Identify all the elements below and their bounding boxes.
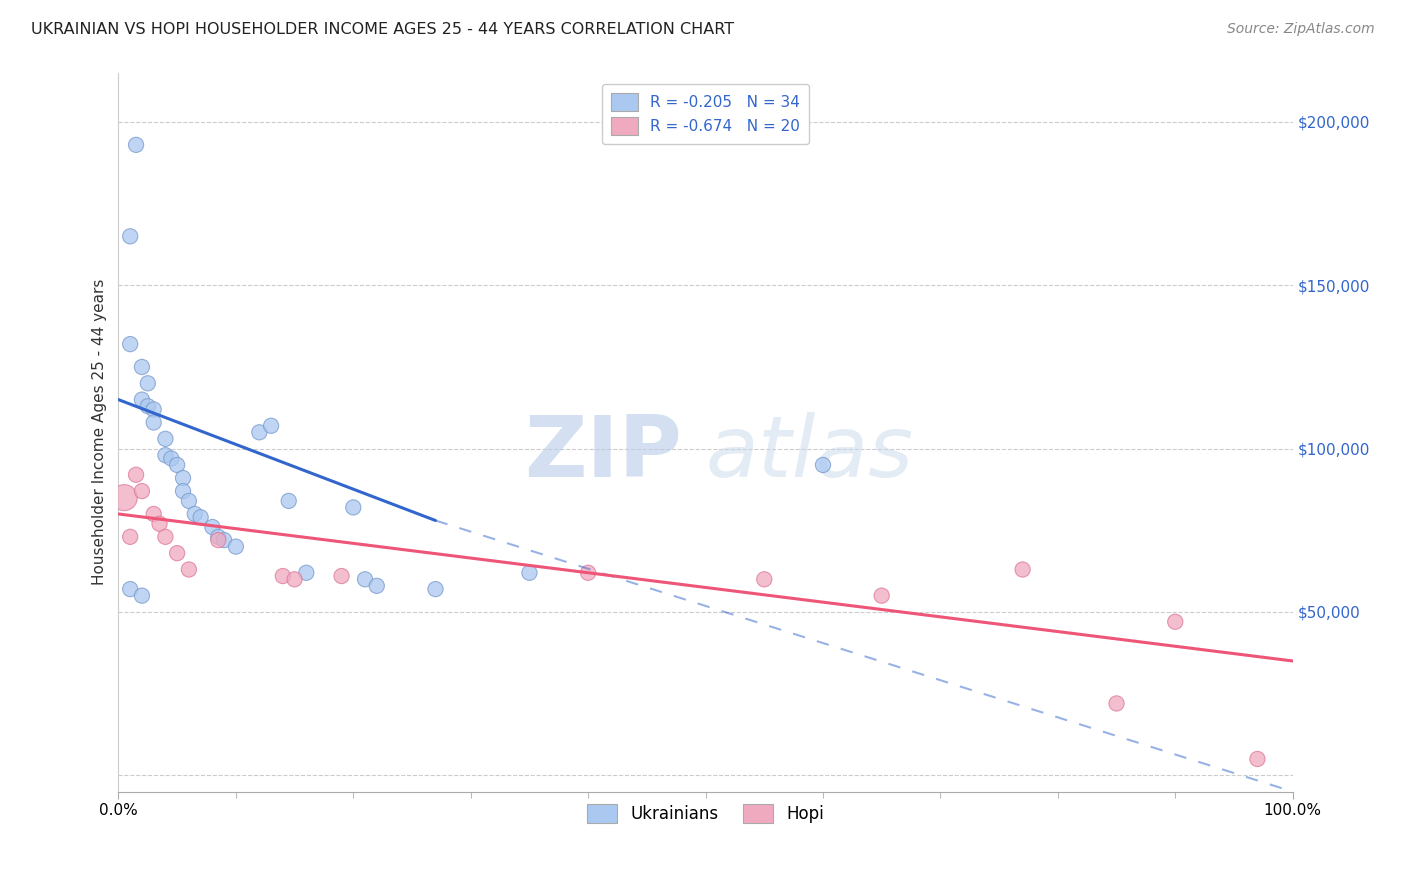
Text: Source: ZipAtlas.com: Source: ZipAtlas.com: [1227, 22, 1375, 37]
Point: [284, 572, 307, 586]
Point: [260, 418, 283, 433]
Point: [166, 458, 188, 472]
Point: [112, 491, 135, 505]
Point: [225, 540, 247, 554]
Point: [201, 520, 224, 534]
Point: [277, 494, 299, 508]
Point: [120, 337, 142, 351]
Point: [131, 589, 153, 603]
Text: ZIP: ZIP: [524, 412, 682, 495]
Point: [131, 392, 153, 407]
Point: [142, 416, 165, 430]
Y-axis label: Householder Income Ages 25 - 44 years: Householder Income Ages 25 - 44 years: [93, 279, 107, 585]
Point: [172, 471, 194, 485]
Point: [1246, 752, 1268, 766]
Point: [120, 530, 142, 544]
Point: [366, 579, 388, 593]
Point: [190, 510, 212, 524]
Point: [754, 572, 776, 586]
Point: [330, 569, 353, 583]
Text: atlas: atlas: [706, 412, 914, 495]
Point: [148, 516, 170, 531]
Point: [155, 530, 177, 544]
Point: [160, 451, 183, 466]
Point: [155, 448, 177, 462]
Point: [1011, 562, 1033, 576]
Point: [136, 399, 159, 413]
Point: [120, 229, 142, 244]
Point: [131, 484, 153, 499]
Point: [125, 467, 148, 482]
Point: [1164, 615, 1187, 629]
Point: [177, 562, 200, 576]
Point: [136, 376, 159, 391]
Point: [271, 569, 294, 583]
Point: [142, 507, 165, 521]
Point: [295, 566, 318, 580]
Point: [166, 546, 188, 560]
Point: [519, 566, 541, 580]
Point: [247, 425, 270, 440]
Point: [354, 572, 377, 586]
Point: [425, 582, 447, 596]
Point: [120, 582, 142, 596]
Point: [212, 533, 235, 547]
Point: [811, 458, 834, 472]
Text: UKRAINIAN VS HOPI HOUSEHOLDER INCOME AGES 25 - 44 YEARS CORRELATION CHART: UKRAINIAN VS HOPI HOUSEHOLDER INCOME AGE…: [31, 22, 734, 37]
Point: [1105, 697, 1128, 711]
Legend: Ukrainians, Hopi: Ukrainians, Hopi: [581, 797, 831, 830]
Point: [172, 484, 194, 499]
Point: [177, 494, 200, 508]
Point: [870, 589, 893, 603]
Point: [142, 402, 165, 417]
Point: [125, 137, 148, 152]
Point: [576, 566, 599, 580]
Point: [207, 530, 229, 544]
Point: [184, 507, 207, 521]
Point: [342, 500, 364, 515]
Point: [155, 432, 177, 446]
Point: [131, 359, 153, 374]
Point: [207, 533, 229, 547]
